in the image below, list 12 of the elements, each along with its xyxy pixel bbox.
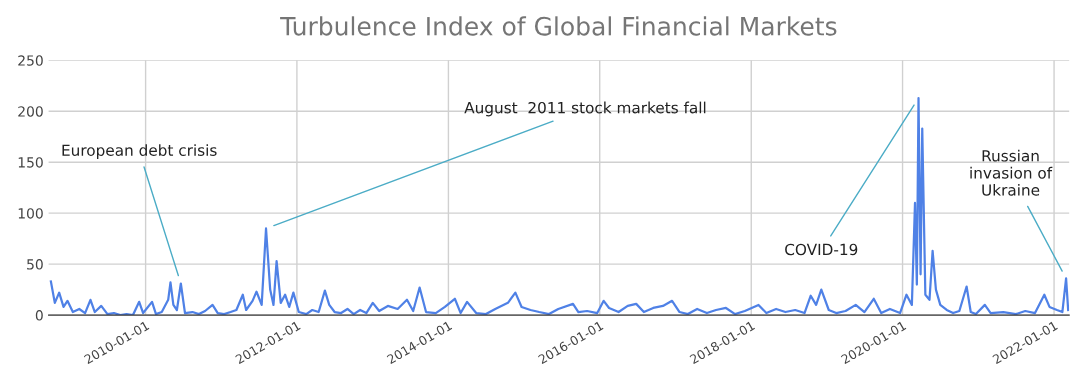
y-tick-label: 0 <box>35 310 43 321</box>
y-tick-label: 50 <box>27 259 43 270</box>
line-series <box>49 96 1070 316</box>
y-tick-label: 150 <box>18 157 43 168</box>
annotation: Russian invasion of Ukraine <box>970 149 1053 196</box>
chart-title: Turbulence Index of Global Financial Markets <box>280 16 837 36</box>
y-tick-label: 200 <box>18 106 43 117</box>
y-tick-label: 100 <box>18 208 43 219</box>
y-tick-label: 250 <box>18 55 43 66</box>
annotation: August 2011 stock markets fall <box>464 101 706 117</box>
annotation: COVID-19 <box>785 243 858 256</box>
annotation: European debt crisis <box>62 144 217 159</box>
